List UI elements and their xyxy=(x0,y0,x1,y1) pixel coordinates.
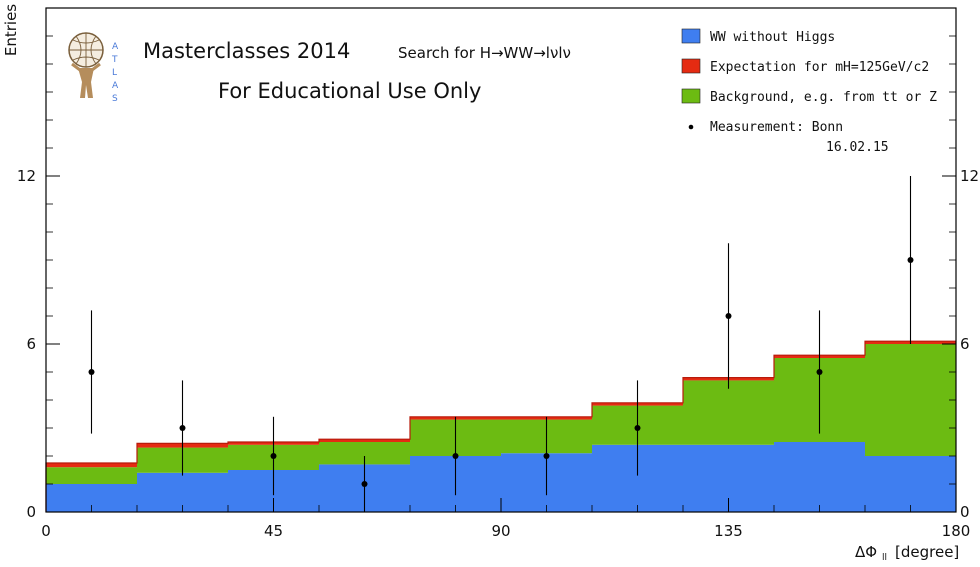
logo-letter: A xyxy=(112,42,119,52)
bar-background-e-g-from-tt-or-z xyxy=(865,344,956,456)
data-point xyxy=(270,453,277,459)
legend: WW without Higgs Expectation for mH=125G… xyxy=(681,28,937,155)
bar-expectation-for-mh-125gev-c2 xyxy=(319,439,410,442)
legend-label-date: 16.02.15 xyxy=(826,140,889,155)
bar-ww-without-higgs xyxy=(865,456,956,512)
bar-expectation-for-mh-125gev-c2 xyxy=(46,463,137,468)
data-point xyxy=(634,425,641,431)
legend-label-background: Background, e.g. from tt or Z xyxy=(710,90,937,105)
x-axis-title-unit: [degree] xyxy=(895,543,959,561)
data-point xyxy=(179,425,186,431)
data-point xyxy=(361,481,368,487)
chart-title: Masterclasses 2014 xyxy=(143,39,350,63)
logo-letter: T xyxy=(111,55,118,65)
data-point xyxy=(543,453,550,459)
data-point xyxy=(907,257,914,263)
legend-label-higgs: Expectation for mH=125GeV/c2 xyxy=(710,60,929,75)
bar-background-e-g-from-tt-or-z xyxy=(319,442,410,465)
logo-letter: A xyxy=(112,81,119,91)
legend-swatch-higgs xyxy=(681,58,701,74)
x-tick-label: 0 xyxy=(41,522,51,540)
x-tick-label: 180 xyxy=(942,522,971,540)
y-tick-label-left: 12 xyxy=(17,167,36,185)
y-axis-title: Entries xyxy=(2,4,20,56)
x-axis-title: ΔΦ ll [degree] xyxy=(855,543,959,563)
chart-subtitle: Search for H→WW→lνlν xyxy=(398,44,571,62)
data-point xyxy=(88,369,95,375)
logo-letter: L xyxy=(112,68,117,78)
bar-background-e-g-from-tt-or-z xyxy=(683,380,774,445)
bar-ww-without-higgs xyxy=(774,442,865,512)
x-axis-title-subscript: ll xyxy=(882,553,887,563)
legend-label-ww: WW without Higgs xyxy=(710,30,835,45)
data-point xyxy=(816,369,823,375)
x-tick-label: 45 xyxy=(264,522,283,540)
legend-label-measurement: Measurement: Bonn xyxy=(710,120,843,135)
data-point xyxy=(725,313,732,319)
atlas-logo: A T L A S xyxy=(68,32,119,104)
legend-marker-measurement xyxy=(688,124,694,130)
x-axis-title-symbol: ΔΦ xyxy=(855,543,877,561)
y-tick-label-right: 12 xyxy=(960,167,979,185)
y-tick-label-left: 6 xyxy=(26,335,36,353)
y-tick-label-left: 0 xyxy=(26,503,36,521)
legend-swatch-background xyxy=(681,88,701,104)
x-tick-label: 90 xyxy=(491,522,510,540)
bar-background-e-g-from-tt-or-z xyxy=(46,467,137,484)
legend-swatch-ww xyxy=(681,28,701,44)
chart-note: For Educational Use Only xyxy=(218,79,481,103)
points-layer xyxy=(88,176,914,512)
y-tick-label-right: 0 xyxy=(960,503,970,521)
logo-letter: S xyxy=(112,94,118,104)
y-tick-label-right: 6 xyxy=(960,335,970,353)
x-tick-label: 135 xyxy=(714,522,743,540)
data-point xyxy=(452,453,459,459)
